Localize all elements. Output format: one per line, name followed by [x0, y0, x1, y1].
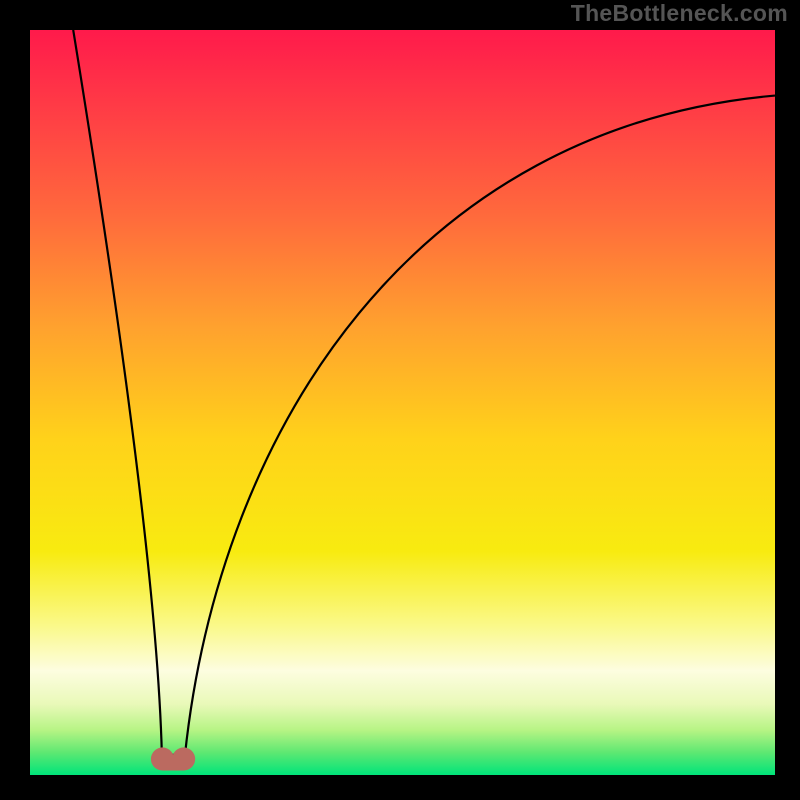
- watermark-text: TheBottleneck.com: [571, 0, 788, 27]
- chart-background: [30, 30, 775, 775]
- bottleneck-curve-chart: [30, 30, 775, 775]
